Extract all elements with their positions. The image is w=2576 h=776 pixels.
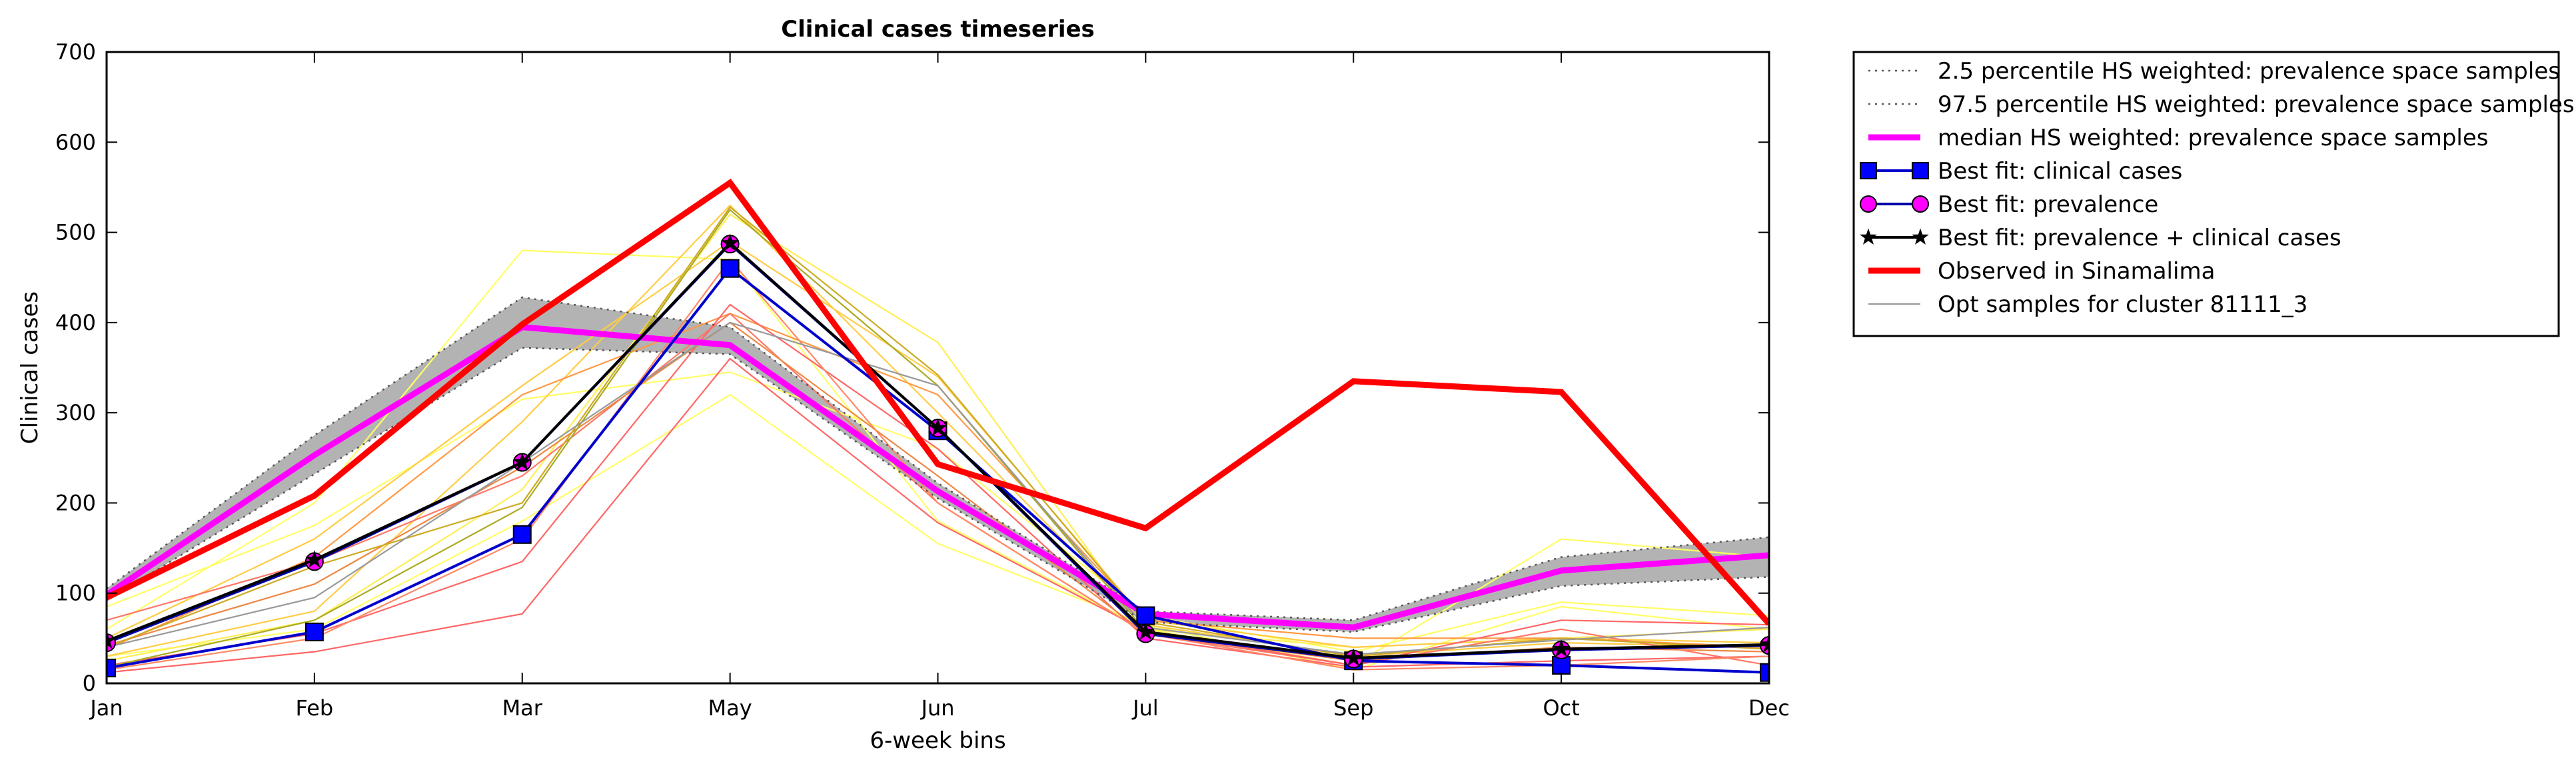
plot-content <box>107 179 1769 682</box>
series-6-point-6 <box>1136 622 1155 640</box>
legend-item-4: Best fit: clinical cases <box>1860 158 2182 185</box>
sample-line-2 <box>107 393 1769 671</box>
y-tick-label-5: 400 <box>55 310 96 335</box>
series-6-point-5 <box>928 418 948 436</box>
series-6-point-3 <box>512 452 532 471</box>
legend-label-1: 2.5 percentile HS weighted: prevalence s… <box>1938 58 2560 85</box>
sample-line-9 <box>107 357 1769 673</box>
sample-line-11 <box>107 258 1769 671</box>
y-tick-label-7: 600 <box>55 129 96 155</box>
legend-box <box>1852 51 2560 337</box>
legend-label-4: Best fit: clinical cases <box>1938 158 2182 185</box>
legend-marker-5-b <box>1912 195 1929 213</box>
series-line-3 <box>107 324 1769 631</box>
legend-label-7: Observed in Sinamalima <box>1938 258 2215 285</box>
series-4-point-4 <box>720 259 740 278</box>
x-axis-label: 6-week bins <box>870 727 1005 754</box>
legend-item-3: median HS weighted: prevalence space sam… <box>1868 125 2489 151</box>
series-4-point-6 <box>1136 606 1155 625</box>
sample-line-6 <box>107 204 1769 657</box>
series-4-point-9 <box>1760 663 1769 682</box>
series-line-2 <box>107 296 1769 621</box>
x-tick-label-4: May <box>708 695 752 721</box>
legend-marker-6-a <box>1860 228 1877 245</box>
series-line-1 <box>107 347 1769 633</box>
legend-label-5: Best fit: prevalence <box>1938 191 2158 218</box>
legend-item-6: Best fit: prevalence + clinical cases <box>1860 225 2341 251</box>
plot-area <box>107 179 1769 682</box>
series-line-8 <box>107 321 1769 655</box>
series-8 <box>107 321 1769 655</box>
legend-item-8: Opt samples for cluster 81111_3 <box>1868 291 2307 318</box>
series-6-point-8 <box>1552 639 1571 657</box>
legend: 2.5 percentile HS weighted: prevalence s… <box>1852 51 2575 337</box>
series-2 <box>107 296 1769 621</box>
chart-title: Clinical cases timeseries <box>781 16 1095 43</box>
x-tick-label-9: Dec <box>1748 695 1790 721</box>
series-4-point-2 <box>305 622 324 641</box>
y-tick-label-3: 200 <box>55 490 96 515</box>
legend-label-8: Opt samples for cluster 81111_3 <box>1938 291 2307 318</box>
legend-marker-5-a <box>1860 195 1877 213</box>
legend-marker-6-b <box>1912 228 1929 245</box>
y-axis-label: Clinical cases <box>17 291 43 444</box>
series-6-point-1 <box>107 631 116 649</box>
x-tick-label-3: Mar <box>502 695 543 721</box>
legend-label-6: Best fit: prevalence + clinical cases <box>1938 225 2341 251</box>
legend-item-2: 97.5 percentile HS weighted: prevalence … <box>1868 91 2575 118</box>
legend-item-7: Observed in Sinamalima <box>1868 258 2215 285</box>
series-7 <box>107 179 1769 626</box>
legend-item-1: 2.5 percentile HS weighted: prevalence s… <box>1868 58 2560 85</box>
series-4-point-3 <box>512 525 532 544</box>
x-tick-label-2: Feb <box>296 695 334 721</box>
legend-marker-4-a <box>1860 162 1877 179</box>
series-6-point-4 <box>720 233 740 251</box>
axes-layer: 0 100 200 300 400 500 600 700 Jan Feb Mar May Jun Jul… <box>55 39 1790 721</box>
x-tick-label-7: Sep <box>1333 695 1373 721</box>
series-1 <box>107 347 1769 633</box>
x-tick-label-8: Oct <box>1543 695 1579 721</box>
y-tick-label-4: 300 <box>55 400 96 425</box>
sample-line-7 <box>107 313 1769 650</box>
x-tick-label-1: Jan <box>89 695 123 721</box>
series-6-point-7 <box>1344 648 1363 666</box>
legend-label-3: median HS weighted: prevalence space sam… <box>1938 125 2489 151</box>
x-tick-label-6: Jul <box>1131 695 1159 721</box>
legend-label-2: 97.5 percentile HS weighted: prevalence … <box>1938 91 2575 118</box>
series-6-point-9 <box>1760 635 1769 653</box>
y-tick-label-1: 0 <box>83 671 96 696</box>
series-line-7 <box>107 179 1769 626</box>
y-tick-label-2: 100 <box>55 581 96 606</box>
series-3 <box>107 324 1769 631</box>
sample-line-1 <box>107 249 1769 667</box>
legend-marker-4-b <box>1912 162 1929 179</box>
y-tick-label-8: 700 <box>55 39 96 65</box>
series-4-point-1 <box>107 659 116 678</box>
series-6 <box>107 233 1769 666</box>
y-tick-label-6: 500 <box>55 220 96 245</box>
series-6-point-2 <box>305 550 324 568</box>
x-tick-label-5: Jun <box>920 695 955 721</box>
legend-item-5: Best fit: prevalence <box>1860 191 2158 218</box>
